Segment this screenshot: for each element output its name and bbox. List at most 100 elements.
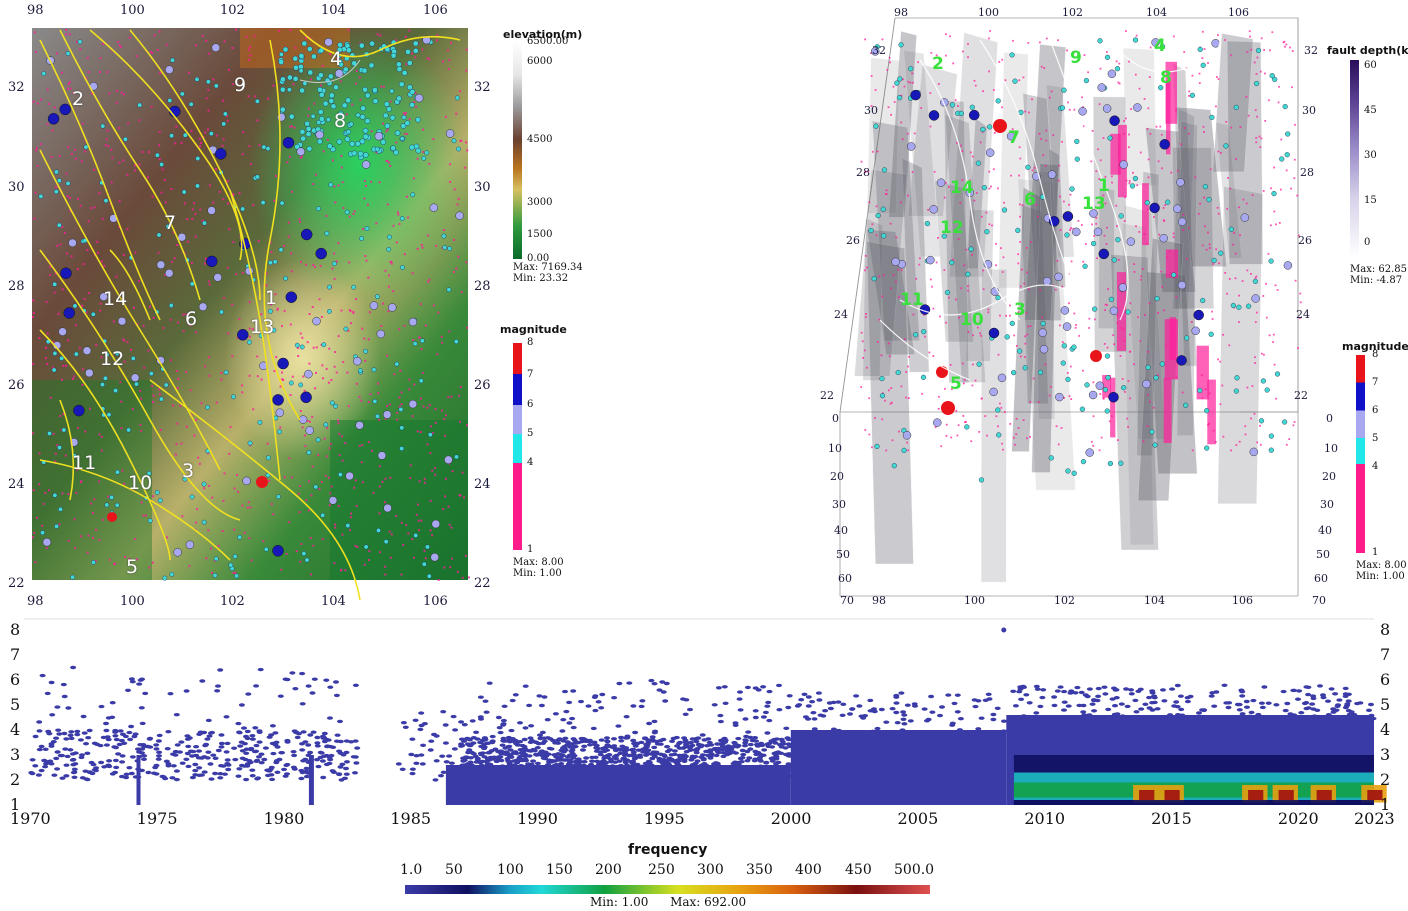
map2d-panel[interactable]: 4 9 2 8 7 14 1 6 13 12 11 10 3 5 98 100 102 104 106 98 100… [0,0,500,610]
lon3d-top-label: 98 [894,6,908,19]
frequency-label: 1.0 [400,862,423,878]
lat-left-label: 24 [8,477,25,492]
elevation-gradient [513,42,522,259]
fault3d-label-10: 10 [960,310,984,330]
frequency-min: Min: 1.00 [590,895,649,909]
timeline-y-left-label: 5 [10,695,21,714]
frequency-label: 450 [845,862,872,878]
lon-top-label: 106 [423,3,448,18]
fault3d-label-4: 4 [1154,36,1166,56]
depth-left-label: 10 [828,442,842,455]
lon-bottom-label: 102 [220,594,245,609]
magnitude-right-min: Min: 1.00 [1356,571,1405,582]
lat-right-label: 24 [474,477,491,492]
elevation-min: Min: 23.32 [513,273,569,284]
lat-left-label: 28 [8,279,25,294]
timeline-y-right-label: 1 [1380,795,1391,814]
fault3d-label-12: 12 [940,218,964,238]
fault-label-4: 4 [330,48,343,70]
depth-right-label: 20 [1322,470,1336,483]
fault3d-label-6: 6 [1024,190,1036,210]
timeline-y-right-label: 5 [1380,695,1391,714]
fault-label-12: 12 [100,348,125,370]
fault-label-9: 9 [234,74,247,96]
lat3d-right-label: 22 [1294,389,1308,402]
depth-right-label: 10 [1324,442,1338,455]
lon3d-top-label: 104 [1146,6,1167,19]
timeline-y-right-label: 7 [1380,645,1391,664]
timeline-y-left-label: 8 [10,620,21,639]
timeline-y-left-label: 4 [10,720,21,739]
timeline-x-label: 1990 [517,809,558,828]
lat3d-right-label: 28 [1300,166,1314,179]
frequency-label: 150 [546,862,573,878]
timeline-plot[interactable] [0,615,1408,835]
lon-top-label: 104 [321,3,346,18]
map3d-panel[interactable]: 4 9 2 8 7 14 1 6 13 12 11 10 3 5 98 100 102 104 106 98 100… [820,0,1338,610]
magnitude-right-label: 5 [1372,433,1379,444]
lat-right-label: 22 [474,576,491,591]
fault-depth-colorbar: fault depth(km) 60 45 30 15 0 Max: 62.85 Min… [1327,44,1408,289]
magnitude-left-label: 8 [527,337,534,348]
fault-label-7: 7 [164,212,177,234]
elevation-label: 0.00 [527,253,550,264]
timeline-x-label: 2020 [1277,809,1319,828]
lat-right-label: 28 [474,279,491,294]
timeline-x-label: 2015 [1151,809,1192,828]
timeline-x-label: 2005 [897,809,939,828]
map2d-terrain[interactable] [0,0,500,610]
fault-label-6: 6 [185,308,198,330]
magnitude-left-label: 6 [527,399,534,410]
fault3d-label-13: 13 [1082,194,1106,214]
timeline-x-label: 1975 [136,809,178,828]
lat-left-label: 22 [8,576,25,591]
timeline-y-right-label: 4 [1380,720,1391,739]
elevation-label: 6500.00 [527,36,569,47]
fault3d-label-11: 11 [900,290,924,310]
lat3d-right-label: 30 [1302,104,1316,117]
fault-depth-title: fault depth(km) [1327,44,1408,57]
frequency-label: 300 [697,862,724,878]
depth-right-label: 50 [1316,548,1330,561]
fault-label-11: 11 [72,452,97,474]
map3d-quakes [860,30,1302,483]
fault-label-2: 2 [72,88,85,110]
depth-left-label: 50 [836,548,850,561]
elevation-label: 3000 [527,197,553,208]
magnitude-colorbar-left: magnitude 8 7 6 5 4 1 Max: 8.00 Min: 1.00 [500,323,595,583]
elevation-label: 1500 [527,229,553,240]
fault3d-label-9: 9 [1070,48,1082,68]
map3d-scene[interactable] [820,0,1320,610]
lat3d-left-label: 26 [846,234,860,247]
frequency-label: 200 [595,862,622,878]
depth-left-label: 30 [832,498,846,511]
magnitude-right-label: 7 [1372,377,1379,388]
timeline-heat [1013,755,1387,805]
frequency-label: 500.0 [894,862,935,878]
elevation-title: elevation(m) [503,28,583,41]
magnitude-right-gradient [1356,355,1365,553]
fault-label-1: 1 [265,287,278,309]
lat-right-label: 32 [474,80,491,95]
fault3d-label-7: 7 [1008,128,1020,148]
depth-right-label: 70 [1312,594,1326,607]
lat3d-left-label: 28 [856,166,870,179]
lat3d-left-label: 32 [872,44,886,57]
depth-right-label: 40 [1318,524,1332,537]
lon-bottom-label: 104 [321,594,346,609]
lat-left-label: 32 [8,80,25,95]
fault3d-label-2: 2 [932,54,944,74]
fault-depth-label: 45 [1364,105,1377,116]
lon3d-bottom-label: 102 [1054,594,1075,607]
magnitude-colorbar-right: magnitude 8 7 6 5 4 1 Max: 8.00 Min: 1.00 [1340,340,1408,585]
magnitude-left-max: Max: 8.00 [513,557,564,568]
fault3d-label-5: 5 [950,374,962,394]
fault-label-14: 14 [103,288,128,310]
lon3d-top-label: 106 [1228,6,1249,19]
lat3d-left-label: 30 [864,104,878,117]
magnitude-right-max: Max: 8.00 [1356,560,1407,571]
timeline-y-right-label: 6 [1380,670,1391,689]
timeline-panel[interactable]: 8 7 6 5 4 3 2 1 8 7 6 5 4 3 2 1 1970 1975 1980 1985 1990 19… [0,615,1408,835]
lon-bottom-label: 100 [120,594,145,609]
elevation-label: 4500 [527,134,553,145]
